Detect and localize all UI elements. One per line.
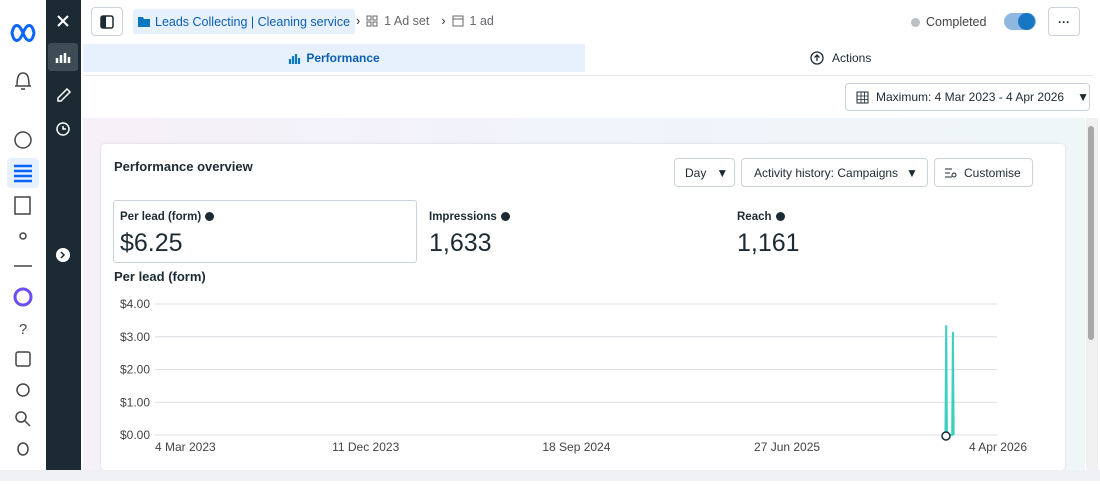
y-tick-label: $4.00	[120, 297, 150, 311]
info-icon[interactable]	[500, 212, 510, 221]
chevron: ›	[441, 14, 446, 28]
metric[interactable]: Impressions 1,633	[429, 207, 510, 258]
tab-divider	[83, 75, 1093, 76]
history-hands	[62, 126, 66, 130]
bug-icon[interactable]	[17, 442, 29, 456]
tab-label: Actions	[832, 51, 872, 65]
metric-value: 1,633	[429, 229, 492, 257]
button-label: Day	[685, 165, 707, 180]
settings-icon[interactable]	[16, 383, 30, 397]
tab-label: Performance	[306, 51, 380, 65]
metric-label: Per lead (form)	[120, 211, 202, 223]
x-tick-label: 4 Mar 2023	[155, 440, 216, 454]
info-icon[interactable]	[775, 212, 785, 221]
tab-actions[interactable]: Actions	[810, 51, 871, 65]
activity-history-button[interactable]: Activity history: Campaigns ▼	[741, 158, 928, 187]
button-label: Activity history: Campaigns	[754, 165, 899, 180]
breadcrumb-rest: › 1 Ad set › 1 ad	[356, 14, 494, 28]
expand-arrow	[60, 251, 66, 259]
date-range-button[interactable]: Maximum: 4 Mar 2023 - 4 Apr 2026 ▼	[845, 83, 1090, 111]
ad-set-link[interactable]: 1 Ad set	[384, 14, 430, 28]
info-icon[interactable]	[205, 212, 215, 221]
metric-label: Impressions	[429, 211, 497, 223]
notifications-icon[interactable]	[15, 72, 31, 90]
bottom-bar	[0, 470, 1100, 481]
chart-title: Per lead (form)	[114, 269, 206, 284]
x-tick-label: 4 Apr 2026	[969, 440, 1027, 454]
pages-icon[interactable]	[15, 351, 31, 367]
campaign-name: Leads Collecting | Cleaning service	[155, 14, 351, 29]
data-line	[944, 325, 955, 436]
rail-icons: ?	[7, 24, 39, 456]
granularity-button[interactable]: Day ▼	[674, 158, 735, 187]
x-tick-label: 18 Sep 2024	[542, 440, 610, 454]
active-tool-bg	[48, 43, 78, 71]
date-range-text: Maximum: 4 Mar 2023 - 4 Apr 2026	[876, 90, 1065, 104]
overview-card: Performance overview Day ▼ Activity histo…	[101, 144, 1065, 470]
metric-value: 1,161	[737, 229, 800, 257]
dark-toolbar	[46, 0, 81, 470]
dropdown-caret: ▼	[906, 165, 918, 180]
panel-toggle[interactable]	[91, 7, 123, 36]
toggle-knob	[1018, 13, 1035, 30]
history-icon[interactable]	[56, 122, 70, 136]
dashboard-icon[interactable]	[14, 131, 32, 149]
meta-ai-icon[interactable]	[13, 287, 33, 307]
toolbar-icons	[48, 15, 78, 262]
breadcrumb-campaign[interactable]: Leads Collecting | Cleaning service	[133, 9, 356, 34]
activity-marker	[941, 431, 951, 441]
ad-icon	[452, 15, 464, 27]
card-title: Performance overview	[114, 159, 253, 174]
icon-rail: ?	[0, 0, 47, 481]
search-icon[interactable]	[15, 411, 27, 423]
help-icon[interactable]: ?	[19, 321, 27, 338]
tab-performance-icon	[289, 53, 301, 64]
customise-icon	[945, 168, 957, 178]
y-tick-label: $3.00	[120, 330, 150, 344]
calendar-icon	[856, 91, 869, 103]
audiences-icon[interactable]	[19, 232, 27, 240]
x-tick-label: 11 Dec 2023	[332, 440, 399, 454]
active-rail-bg	[7, 158, 39, 188]
scrollbar	[1086, 118, 1098, 470]
ad-link[interactable]: 1 ad	[469, 14, 494, 28]
search-handle	[24, 420, 31, 427]
ads-manager-icon[interactable]	[14, 164, 32, 183]
metric-selected-box[interactable]	[113, 200, 417, 263]
x-tick-label: 27 Jun 2025	[754, 440, 820, 454]
folder-icon	[138, 17, 150, 27]
tab-performance[interactable]: Performance	[83, 44, 585, 72]
metric-value: $6.25	[120, 229, 183, 257]
ad-set-icon	[366, 15, 378, 27]
more-button[interactable]: ···	[1048, 7, 1080, 36]
customise-button[interactable]: Customise	[934, 158, 1033, 187]
status-dot	[911, 17, 920, 27]
tab-actions-icon	[810, 51, 824, 65]
y-tick-label: $0.00	[120, 428, 150, 442]
status: Completed	[911, 15, 986, 29]
close-icon[interactable]	[57, 15, 69, 27]
dropdown-caret: ▼	[1077, 90, 1089, 104]
status-toggle[interactable]	[1004, 13, 1036, 30]
reports-icon[interactable]	[14, 196, 31, 215]
meta-logo[interactable]	[10, 24, 36, 42]
chevron: ›	[356, 14, 361, 28]
chart: $0.00 $1.00 $2.00 $3.00 $4.00 4 Mar 2023 11 De…	[120, 297, 1027, 454]
scroll-thumb[interactable]	[1088, 126, 1094, 340]
y-tick-label: $2.00	[120, 363, 150, 377]
panel-icon	[100, 14, 114, 29]
y-tick-label: $1.00	[120, 395, 150, 409]
status-text: Completed	[926, 15, 987, 29]
button-label: Customise	[964, 165, 1021, 180]
performance-icon[interactable]	[55, 53, 71, 63]
metric-label: Reach	[737, 211, 772, 223]
edit-icon[interactable]	[57, 87, 72, 102]
metric[interactable]: Per lead (form) $6.25	[120, 207, 215, 258]
dropdown-caret: ▼	[716, 165, 729, 180]
metric[interactable]: Reach 1,161	[737, 207, 800, 258]
